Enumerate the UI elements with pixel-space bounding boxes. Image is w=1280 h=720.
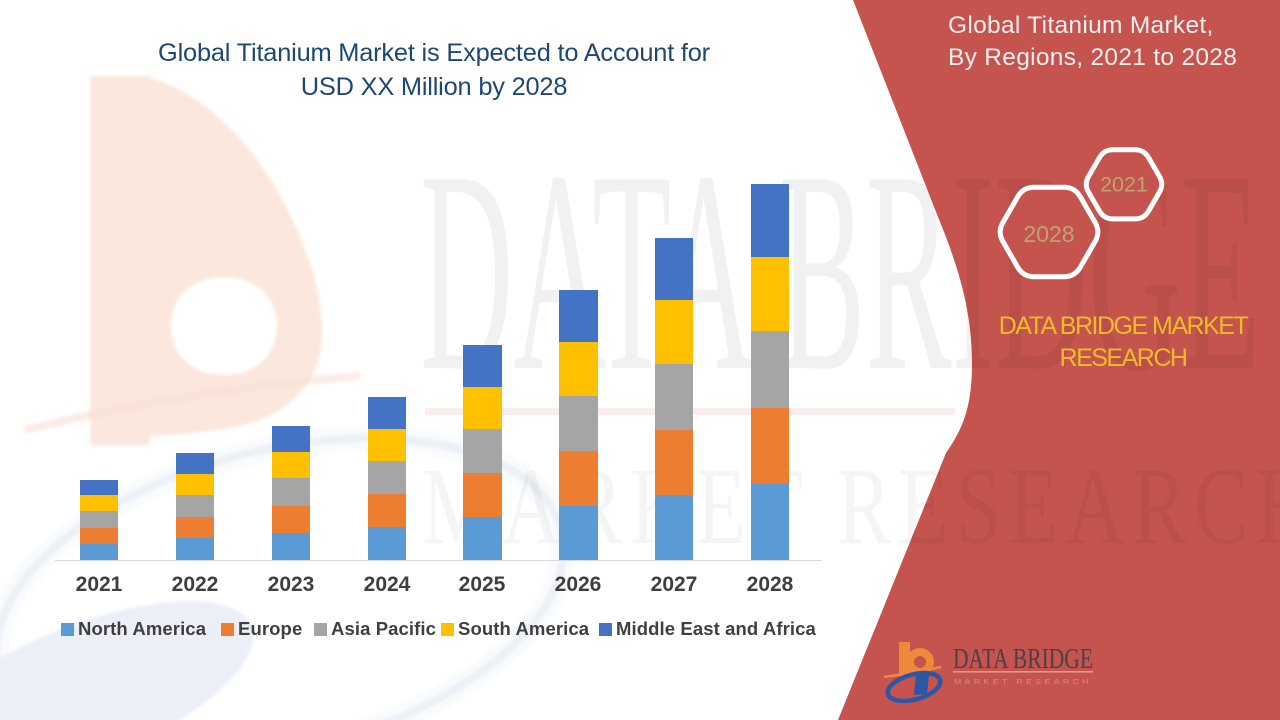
svg-text:MARKET RESEARCH: MARKET RESEARCH [422, 445, 1280, 567]
svg-text:DATA BRIDGE: DATA BRIDGE [953, 644, 1093, 675]
svg-text:2028: 2028 [1023, 221, 1074, 247]
svg-text:MARKET RESEARCH: MARKET RESEARCH [954, 677, 1092, 686]
svg-text:2021: 2021 [1100, 173, 1148, 197]
